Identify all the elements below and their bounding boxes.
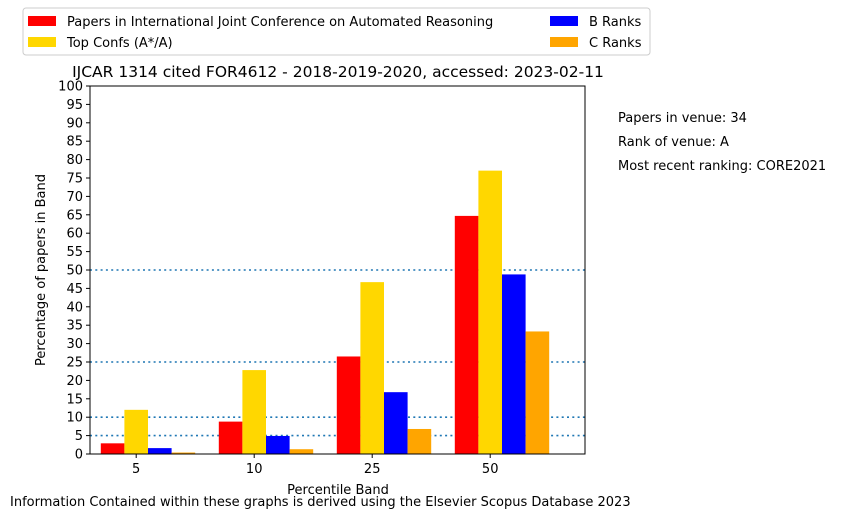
y-tick-label: 30 bbox=[66, 337, 83, 352]
y-tick-label: 60 bbox=[66, 227, 83, 242]
data-source-footer: Information Contained within these graph… bbox=[10, 495, 631, 510]
chart-title: IJCAR 1314 cited FOR4612 - 2018-2019-202… bbox=[72, 63, 604, 81]
bar-10-0 bbox=[218, 421, 243, 454]
x-tick-label: 10 bbox=[246, 462, 263, 477]
legend-swatch-b bbox=[550, 16, 578, 26]
legend-label-b: B Ranks bbox=[589, 15, 642, 30]
y-axis: 0 5 10 15 20 25 30 35 40 45 50 55 60 65 70 75 80 85 90 95 10… bbox=[58, 80, 90, 463]
y-tick-label: 75 bbox=[66, 172, 83, 187]
legend-frame bbox=[22, 7, 651, 56]
bar-50-3 bbox=[525, 331, 550, 454]
y-tick-label: 0 bbox=[75, 448, 83, 463]
venue-rank-note: Rank of venue: A bbox=[618, 135, 729, 150]
x-axis-label: Percentile Band bbox=[287, 483, 389, 498]
bar-50-1 bbox=[478, 170, 502, 454]
y-tick-label: 15 bbox=[66, 392, 83, 407]
y-tick-label: 85 bbox=[66, 135, 83, 150]
legend-swatch-ijcar bbox=[28, 16, 56, 26]
bar-5-3 bbox=[171, 452, 196, 454]
y-tick-label: 90 bbox=[66, 116, 83, 131]
bar-10-3 bbox=[289, 449, 314, 454]
y-tick-label: 10 bbox=[66, 411, 83, 426]
y-tick-label: 70 bbox=[66, 190, 83, 205]
x-tick-label: 25 bbox=[364, 462, 381, 477]
y-tick-label: 45 bbox=[66, 282, 83, 297]
bar-10-1 bbox=[242, 370, 266, 454]
x-tick-label: 50 bbox=[482, 462, 499, 477]
y-axis-label: Percentage of papers in Band bbox=[34, 174, 49, 366]
bars bbox=[100, 170, 550, 454]
bar-5-2 bbox=[148, 448, 172, 454]
y-tick-label: 65 bbox=[66, 208, 83, 223]
bar-5-0 bbox=[100, 443, 125, 454]
legend-swatch-top bbox=[28, 37, 56, 47]
y-tick-label: 20 bbox=[66, 374, 83, 389]
legend-swatch-c bbox=[550, 37, 578, 47]
y-tick-label: 80 bbox=[66, 153, 83, 168]
bar-50-0 bbox=[454, 215, 479, 454]
y-tick-label: 50 bbox=[66, 264, 83, 279]
legend-label-ijcar: Papers in International Joint Conference… bbox=[67, 15, 493, 30]
bar-50-2 bbox=[502, 274, 526, 454]
bar-25-0 bbox=[336, 356, 361, 454]
y-tick-label: 35 bbox=[66, 319, 83, 334]
legend-label-c: C Ranks bbox=[589, 36, 642, 51]
bar-5-1 bbox=[124, 409, 148, 454]
papers-in-venue-note: Papers in venue: 34 bbox=[618, 111, 747, 126]
y-tick-label: 5 bbox=[75, 429, 83, 444]
recent-ranking-note: Most recent ranking: CORE2021 bbox=[618, 159, 827, 174]
legend-label-top: Top Confs (A*/A) bbox=[66, 36, 173, 51]
bar-25-1 bbox=[360, 282, 384, 454]
y-tick-label: 25 bbox=[66, 356, 83, 371]
x-tick-label: 5 bbox=[132, 462, 140, 477]
y-tick-label: 40 bbox=[66, 300, 83, 315]
bar-25-2 bbox=[384, 392, 408, 454]
x-axis: 5 10 25 50 bbox=[132, 454, 498, 477]
y-tick-label: 100 bbox=[58, 80, 83, 95]
bar-10-2 bbox=[266, 435, 290, 454]
bar-25-3 bbox=[407, 428, 432, 454]
y-tick-label: 95 bbox=[66, 98, 83, 113]
y-tick-label: 55 bbox=[66, 245, 83, 260]
legend: Papers in International Joint Conference… bbox=[22, 7, 651, 56]
